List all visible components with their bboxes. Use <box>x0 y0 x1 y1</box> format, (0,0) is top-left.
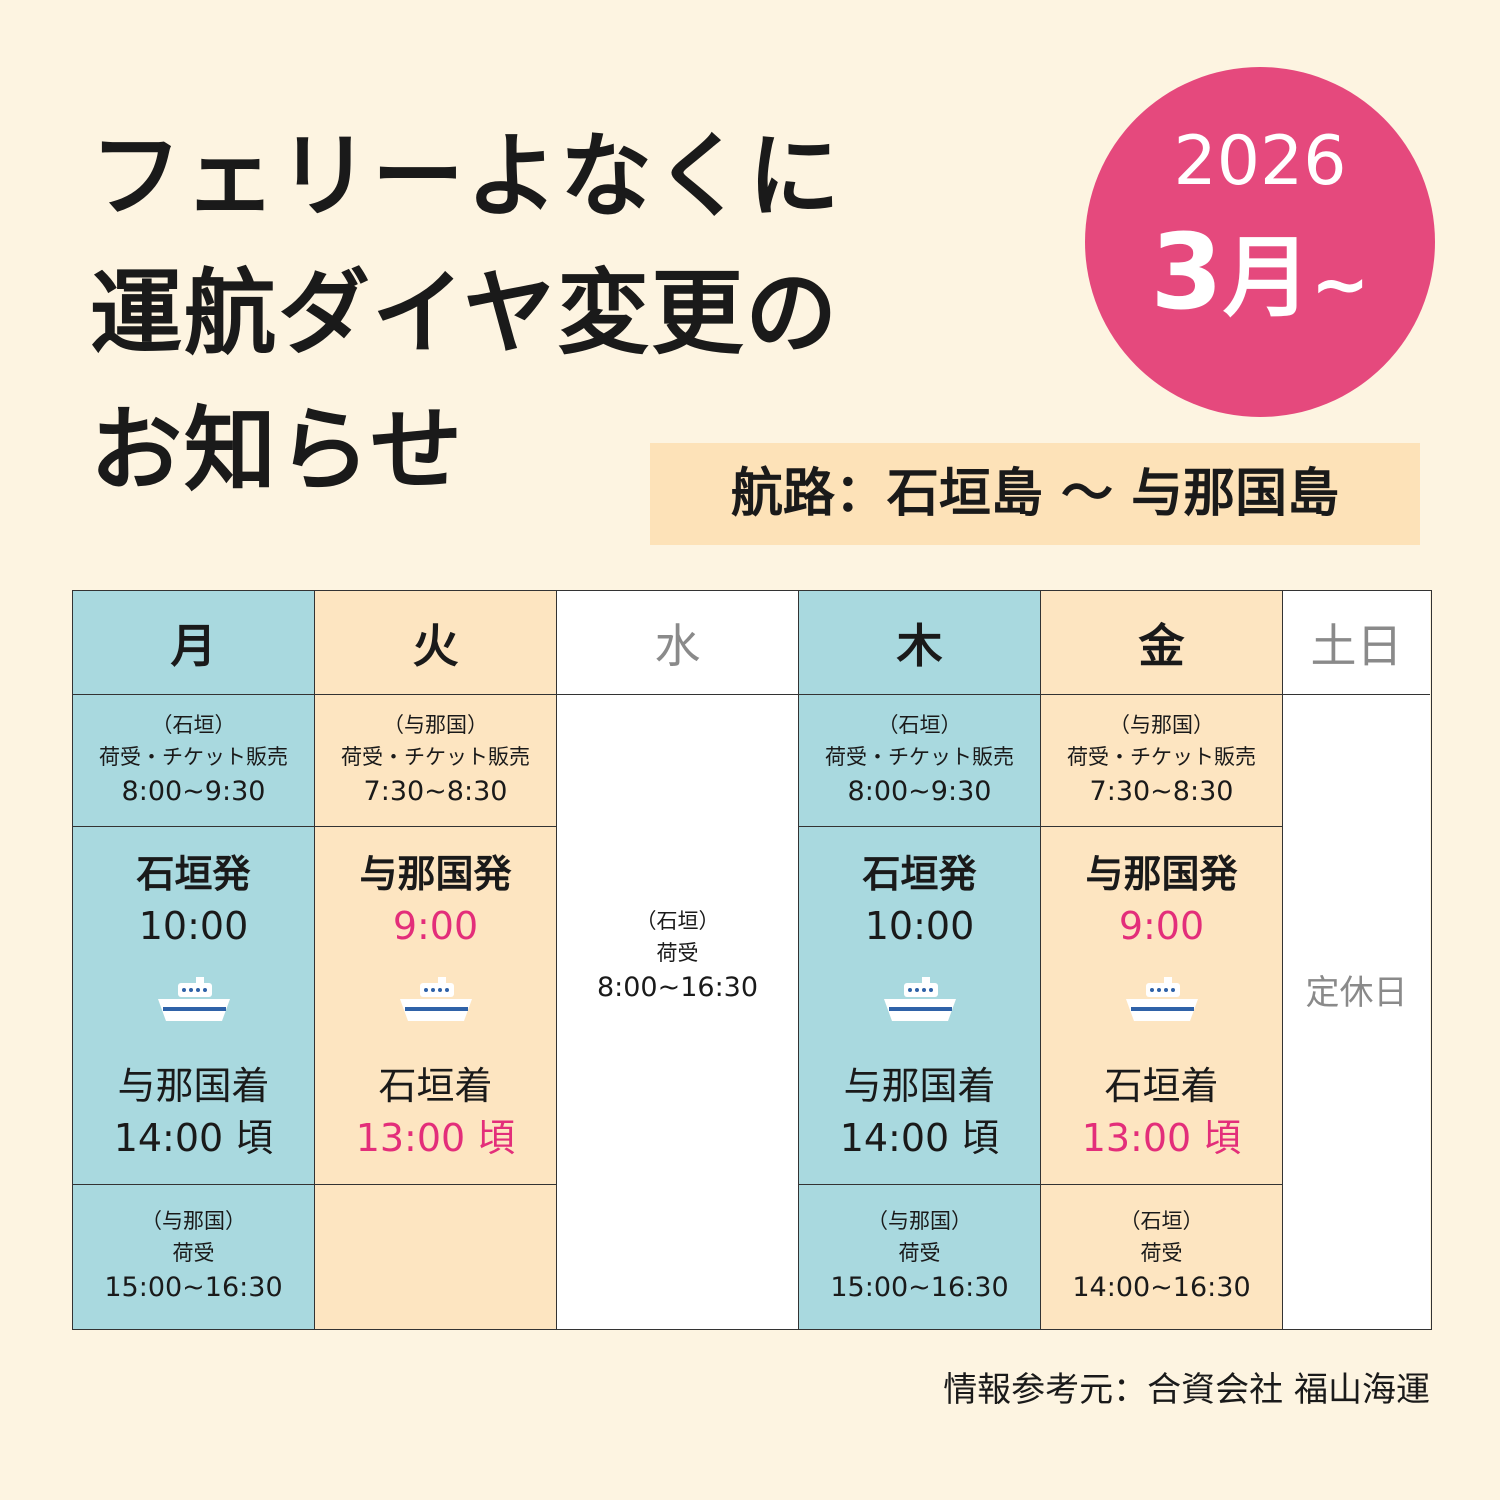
tuesday-ticket-time: 7:30~8:30 <box>363 776 508 807</box>
date-badge: 2026 3月~ <box>1085 67 1435 417</box>
friday-depart: 与那国発 <box>1085 852 1238 896</box>
friday-cargo-place: （石垣） <box>1119 1209 1204 1233</box>
monday-cargo-label: 荷受 <box>172 1241 215 1265</box>
wednesday-cargo-place: （石垣） <box>635 909 720 933</box>
wednesday-cargo-cell: （石垣） 荷受 8:00~16:30 <box>557 905 798 1007</box>
badge-tilde: ~ <box>1310 243 1370 325</box>
thursday-cargo-label: 荷受 <box>898 1241 941 1265</box>
tuesday-ticket-cell: （与那国） 荷受・チケット販売 7:30~8:30 <box>315 695 556 827</box>
monday-ticket-cell: （石垣） 荷受・チケット販売 8:00~9:30 <box>73 695 314 827</box>
tuesday-arrive: 石垣着 <box>378 1064 493 1108</box>
column-thursday: 木 （石垣） 荷受・チケット販売 8:00~9:30 石垣発 10:00 与那国… <box>799 591 1041 1329</box>
friday-cargo-cell: （石垣） 荷受 14:00~16:30 <box>1041 1185 1282 1331</box>
thursday-depart: 石垣発 <box>862 852 977 896</box>
friday-cargo-time: 14:00~16:30 <box>1072 1272 1251 1303</box>
friday-ticket-place: （与那国） <box>1109 713 1214 737</box>
monday-cargo-time: 15:00~16:30 <box>104 1272 283 1303</box>
tuesday-voyage-cell: 与那国発 9:00 石垣着 13:00 頃 <box>315 827 556 1185</box>
thursday-ticket-place: （石垣） <box>877 713 962 737</box>
ferry-ship-icon <box>1125 977 1198 1021</box>
wednesday-cargo-time: 8:00~16:30 <box>596 972 759 1003</box>
thursday-ticket-time: 8:00~9:30 <box>847 776 992 807</box>
monday-ticket-time: 8:00~9:30 <box>121 776 266 807</box>
tuesday-depart: 与那国発 <box>359 852 512 896</box>
header-thursday: 木 <box>799 591 1040 695</box>
thursday-ticket-cell: （石垣） 荷受・チケット販売 8:00~9:30 <box>799 695 1040 827</box>
column-wednesday: 水 （石垣） 荷受 8:00~16:30 <box>557 591 799 1329</box>
monday-depart-time: 10:00 <box>138 904 249 948</box>
title-line-3: お知らせ <box>90 397 465 504</box>
column-monday: 月 （石垣） 荷受・チケット販売 8:00~9:30 石垣発 10:00 与那国… <box>73 591 315 1329</box>
tuesday-ticket-place: （与那国） <box>383 713 488 737</box>
badge-month: 3月~ <box>1085 207 1435 334</box>
badge-month-number: 3 <box>1150 211 1223 333</box>
monday-cargo-cell: （与那国） 荷受 15:00~16:30 <box>73 1185 314 1331</box>
title-line-2: 運航ダイヤ変更の <box>90 260 840 367</box>
thursday-arrive: 与那国着 <box>843 1064 996 1108</box>
badge-year: 2026 <box>1173 122 1347 201</box>
tuesday-ticket-label: 荷受・チケット販売 <box>341 745 530 769</box>
monday-cargo-place: （与那国） <box>141 1209 246 1233</box>
friday-ticket-cell: （与那国） 荷受・チケット販売 7:30~8:30 <box>1041 695 1282 827</box>
header-weekend: 土日 <box>1283 591 1430 695</box>
friday-depart-time: 9:00 <box>1118 904 1205 948</box>
column-weekend: 土日 定休日 <box>1283 591 1430 1329</box>
thursday-depart-time: 10:00 <box>864 904 975 948</box>
friday-ticket-label: 荷受・チケット販売 <box>1067 745 1256 769</box>
thursday-cargo-place: （与那国） <box>867 1209 972 1233</box>
monday-arrive-time: 14:00 頃 <box>113 1116 274 1160</box>
tuesday-arrive-time: 13:00 頃 <box>355 1116 516 1160</box>
friday-voyage-cell: 与那国発 9:00 石垣着 13:00 頃 <box>1041 827 1282 1185</box>
ferry-ship-icon <box>399 977 472 1021</box>
tuesday-depart-time: 9:00 <box>392 904 479 948</box>
tuesday-empty-cell <box>315 1185 556 1331</box>
friday-ticket-time: 7:30~8:30 <box>1089 776 1234 807</box>
friday-cargo-label: 荷受 <box>1140 1241 1183 1265</box>
monday-depart: 石垣発 <box>136 852 251 896</box>
monday-ticket-place: （石垣） <box>151 713 236 737</box>
ferry-ship-icon <box>883 977 956 1021</box>
header-friday: 金 <box>1041 591 1282 695</box>
friday-arrive-time: 13:00 頃 <box>1081 1116 1242 1160</box>
thursday-ticket-label: 荷受・チケット販売 <box>825 745 1014 769</box>
column-tuesday: 火 （与那国） 荷受・チケット販売 7:30~8:30 与那国発 9:00 石垣… <box>315 591 557 1329</box>
thursday-cargo-cell: （与那国） 荷受 15:00~16:30 <box>799 1185 1040 1331</box>
thursday-arrive-time: 14:00 頃 <box>839 1116 1000 1160</box>
header-monday: 月 <box>73 591 314 695</box>
monday-arrive: 与那国着 <box>117 1064 270 1108</box>
title-line-1: フェリーよなくに <box>90 123 843 230</box>
header-tuesday: 火 <box>315 591 556 695</box>
thursday-voyage-cell: 石垣発 10:00 与那国着 14:00 頃 <box>799 827 1040 1185</box>
header-wednesday: 水 <box>557 591 798 695</box>
route-label: 航路：石垣島 〜 与那国島 <box>650 443 1420 545</box>
weekend-closed-note: 定休日 <box>1305 973 1408 1013</box>
monday-voyage-cell: 石垣発 10:00 与那国着 14:00 頃 <box>73 827 314 1185</box>
column-friday: 金 （与那国） 荷受・チケット販売 7:30~8:30 与那国発 9:00 石垣… <box>1041 591 1283 1329</box>
thursday-cargo-time: 15:00~16:30 <box>830 1272 1009 1303</box>
schedule-table: 月 （石垣） 荷受・チケット販売 8:00~9:30 石垣発 10:00 与那国… <box>72 590 1432 1330</box>
friday-arrive: 石垣着 <box>1104 1064 1219 1108</box>
source-credit: 情報参考元：合資会社 福山海運 <box>943 1370 1430 1410</box>
monday-ticket-label: 荷受・チケット販売 <box>99 745 288 769</box>
wednesday-cargo-label: 荷受 <box>656 941 699 965</box>
page-title: フェリーよなくに 運航ダイヤ変更の お知らせ <box>90 108 842 519</box>
badge-month-kanji: 月 <box>1222 226 1311 329</box>
ferry-ship-icon <box>157 977 230 1021</box>
